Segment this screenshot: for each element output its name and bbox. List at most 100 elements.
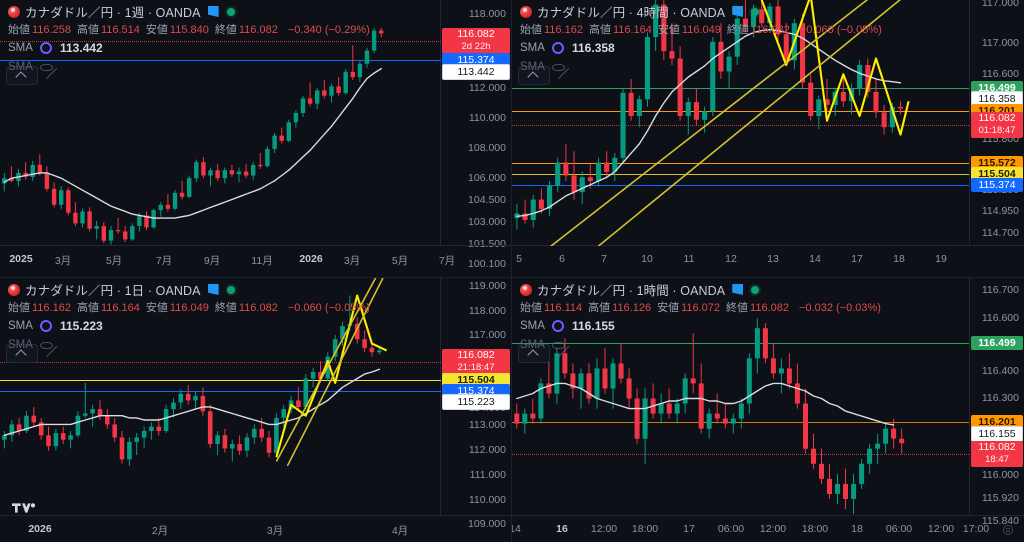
chart-pane-daily[interactable]: 119.000118.000117.000114.000113.000112.0… xyxy=(0,278,512,542)
price-tag-value: 115.223 xyxy=(457,396,495,408)
close-dotted-line[interactable] xyxy=(512,454,969,455)
price-tick-label: 114.700 xyxy=(981,227,1019,239)
price-axis-1h[interactable]: 116.700116.600116.400116.300116.100116.0… xyxy=(969,278,1024,527)
plot-area-daily[interactable] xyxy=(0,278,441,514)
price-tick-label: 108.000 xyxy=(468,142,506,154)
price-tick-label: 118.000 xyxy=(468,8,506,20)
time-tick-label: 4月 xyxy=(391,525,409,537)
price-tag[interactable]: 116.155 xyxy=(971,426,1023,442)
price-tick-label: 116.600 xyxy=(981,68,1019,80)
gear-icon[interactable] xyxy=(1002,524,1014,536)
time-tick-label: 9月 xyxy=(203,255,221,267)
price-tag[interactable]: 116.082 01:18:47 xyxy=(971,112,1023,138)
price-tick-label: 114.950 xyxy=(981,205,1019,217)
collapse-legend-button-4h[interactable] xyxy=(518,66,550,85)
price-tag[interactable]: 116.082 18:47 xyxy=(971,441,1023,467)
price-tag[interactable]: 115.374 xyxy=(442,53,510,67)
price-tag-value: 116.082 xyxy=(978,441,1016,453)
price-tag-value: 116.082 xyxy=(978,112,1016,124)
price-tick-label: 116.600 xyxy=(981,312,1019,324)
price-tick-label: 116.300 xyxy=(981,392,1019,404)
blue-level-line[interactable] xyxy=(512,185,969,186)
price-tag-value: 115.374 xyxy=(978,179,1016,191)
chart-pane-4h[interactable]: 117.000117.000116.600115.800115.200114.9… xyxy=(512,0,1024,278)
price-tag[interactable]: 116.201 xyxy=(971,415,1023,429)
green-level-line[interactable] xyxy=(512,343,969,344)
price-tag[interactable]: 115.504 xyxy=(442,373,510,387)
collapse-legend-button-1h[interactable] xyxy=(518,344,550,363)
price-tag[interactable]: 116.082 2d 22h xyxy=(442,28,510,54)
time-tick-label: 7月 xyxy=(155,255,173,267)
price-tick-label: 116.400 xyxy=(981,365,1019,377)
price-tag[interactable]: 115.374 xyxy=(971,178,1023,192)
yellow-level-line[interactable] xyxy=(512,174,969,175)
price-tag-value: 115.572 xyxy=(978,157,1016,169)
blue-level-line[interactable] xyxy=(0,60,441,61)
time-tick-label: 12:00 xyxy=(590,523,618,535)
price-tick-label: 106.000 xyxy=(468,172,506,184)
price-tag[interactable]: 116.499 xyxy=(971,336,1023,350)
time-tick-label: 3月 xyxy=(266,525,284,537)
collapse-legend-button-daily[interactable] xyxy=(6,344,38,363)
close-dotted-line[interactable] xyxy=(512,125,969,126)
price-tag[interactable]: 116.358 xyxy=(971,91,1023,107)
price-tick-label: 117.000 xyxy=(981,0,1019,9)
time-tick-label: 14 xyxy=(809,253,821,265)
time-tick-label: 06:00 xyxy=(717,523,745,535)
price-tag-value: 115.374 xyxy=(457,54,495,66)
price-tag-value: 113.442 xyxy=(457,66,495,78)
price-tag[interactable]: 113.442 xyxy=(442,64,510,80)
green-level-line[interactable] xyxy=(512,88,969,89)
price-axis-daily[interactable]: 119.000118.000117.000114.000113.000112.0… xyxy=(440,278,511,530)
price-tag-value: 116.358 xyxy=(978,93,1016,105)
time-tick-label: 5 xyxy=(516,253,522,265)
time-axis-weekly[interactable]: 2025 3月 5月 7月 9月 11月 2026 3月 5月 7月 xyxy=(0,245,511,277)
time-tick-label: 3月 xyxy=(343,255,361,267)
price-tag-value: 116.155 xyxy=(978,428,1016,440)
price-tag[interactable]: 116.082 21:18:47 xyxy=(442,349,510,375)
time-tick-label: 12:00 xyxy=(759,523,787,535)
price-tag-value: 115.504 xyxy=(978,168,1016,180)
time-tick-label: 17 xyxy=(683,523,695,535)
price-tag-value: 115.504 xyxy=(457,374,495,386)
orange-level-line[interactable] xyxy=(512,422,969,423)
price-tag[interactable]: 115.504 xyxy=(971,167,1023,181)
yellow-level-line[interactable] xyxy=(0,380,441,381)
time-tick-label: 11 xyxy=(683,253,695,265)
plot-area-weekly[interactable] xyxy=(0,0,441,246)
price-tag[interactable]: 115.223 xyxy=(442,394,510,410)
tradingview-logo-icon[interactable] xyxy=(12,500,36,516)
time-tick-label: 14 xyxy=(512,523,521,535)
price-tag-value: 116.499 xyxy=(978,337,1016,349)
collapse-legend-button-weekly[interactable] xyxy=(6,66,38,85)
time-axis-4h[interactable]: 5 6 7 10 11 12 13 14 17 18 19 xyxy=(512,245,1024,277)
price-axis-weekly[interactable]: 118.000 112.000 110.000 108.000 106.000 104.5… xyxy=(440,0,511,270)
time-tick-label: 2025 xyxy=(9,253,33,265)
price-tag[interactable]: 115.572 xyxy=(971,156,1023,170)
orange-level-line-2[interactable] xyxy=(512,163,969,164)
price-tag-countdown: 21:18:47 xyxy=(457,361,495,373)
close-dotted-line[interactable] xyxy=(0,362,441,363)
time-tick-label: 16 xyxy=(556,523,568,535)
blue-level-line[interactable] xyxy=(0,391,441,392)
price-tick-label: 110.000 xyxy=(468,494,506,506)
price-tick-label: 112.000 xyxy=(468,82,506,94)
time-tick-label: 17 xyxy=(851,253,863,265)
price-tag-countdown: 01:18:47 xyxy=(978,124,1016,136)
time-tick-label: 13 xyxy=(767,253,779,265)
price-axis-4h[interactable]: 117.000117.000116.600115.800115.200114.9… xyxy=(969,0,1024,245)
chart-pane-weekly[interactable]: 118.000 112.000 110.000 108.000 106.000 104.5… xyxy=(0,0,512,278)
candlestick-series xyxy=(0,0,441,246)
time-tick-label: 2026 xyxy=(28,523,52,535)
orange-level-line[interactable] xyxy=(512,111,969,112)
close-dotted-line[interactable] xyxy=(0,41,441,42)
time-tick-label: 3月 xyxy=(54,255,72,267)
plot-area-4h[interactable] xyxy=(512,0,969,246)
plot-area-1h[interactable] xyxy=(512,278,969,514)
time-tick-label: 6 xyxy=(559,253,565,265)
time-axis-1h[interactable]: 14 16 12:00 18:00 17 06:00 12:00 18:00 18 06:00 12… xyxy=(512,515,1024,542)
chart-pane-1h[interactable]: 116.700116.600116.400116.300116.100116.0… xyxy=(512,278,1024,542)
price-tick-label: 103.000 xyxy=(468,216,506,228)
time-tick-label: 12 xyxy=(725,253,737,265)
time-axis-daily[interactable]: 2026 2月 3月 4月 xyxy=(0,515,511,542)
